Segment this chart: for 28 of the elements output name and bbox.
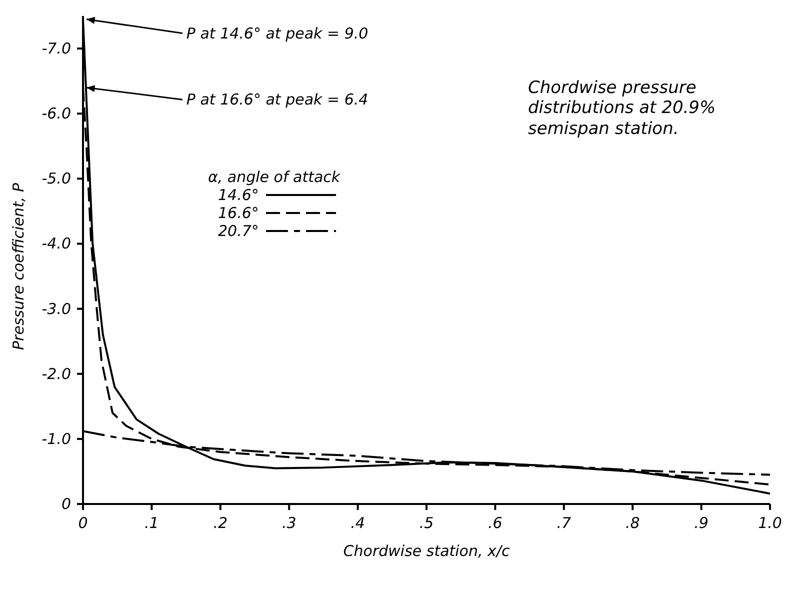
x-tick-label: .4: [350, 514, 365, 532]
x-axis-title: Chordwise station, x/c: [343, 542, 510, 560]
y-tick-label: -2.0: [42, 364, 71, 383]
y-tick-label: -4.0: [42, 234, 71, 253]
legend-label: 14.6°: [218, 186, 260, 204]
y-tick-label: -1.0: [42, 430, 71, 448]
x-tick-label: .6: [488, 514, 502, 532]
y-axis-title: Pressure coefficient, P: [9, 182, 28, 350]
x-tick-label: .5: [419, 514, 434, 532]
x-tick-label: .7: [556, 514, 572, 532]
x-tick-label: .3: [282, 514, 296, 532]
y-tick-label: -6.0: [42, 104, 71, 123]
x-tick-label: .1: [144, 514, 159, 532]
annotation: P at 16.6° at peak = 6.4: [186, 90, 368, 109]
x-tick-label: 0: [78, 514, 88, 532]
legend-label: 20.7°: [218, 222, 260, 240]
x-tick-label: 1.0: [758, 514, 782, 532]
text: Chordwise pressure distributions at 20.9% semispan station.: [528, 78, 717, 140]
x-tick-label: .8: [625, 514, 640, 532]
y-tick-label: -7.0: [42, 40, 71, 58]
legend-title: α, angle of attack: [208, 168, 340, 186]
y-tick-label: -3.0: [42, 300, 71, 318]
y-tick-label: 0: [61, 495, 71, 513]
legend-label: 16.6°: [218, 204, 260, 222]
x-tick-label: .2: [213, 514, 228, 532]
y-tick-label: -5.0: [42, 170, 71, 188]
annotation: P at 14.6° at peak = 9.0: [186, 24, 368, 42]
x-tick-label: .9: [694, 514, 708, 532]
